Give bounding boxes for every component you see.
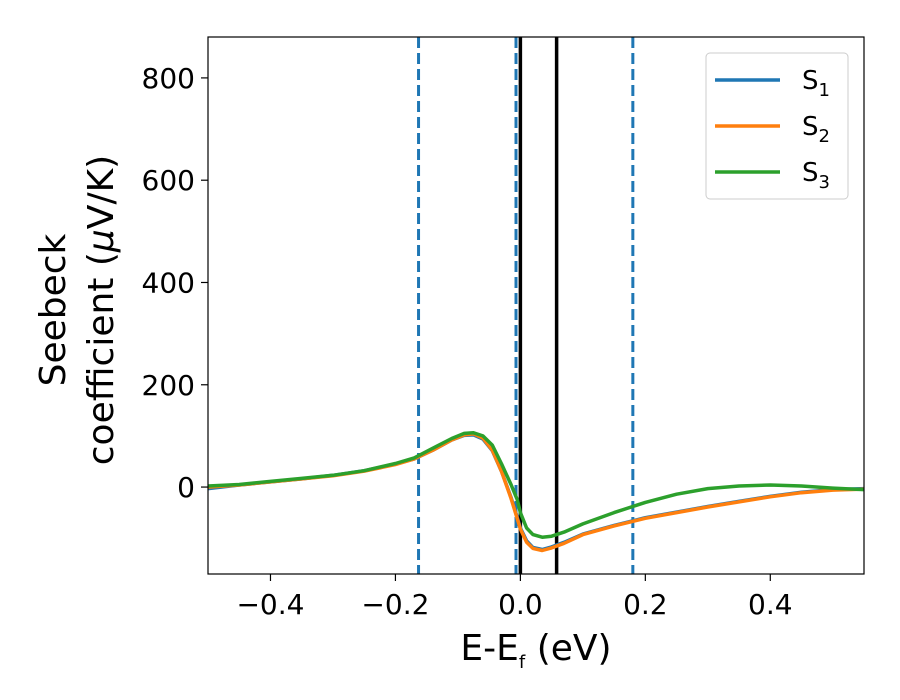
x-tick-label: −0.2 — [361, 588, 429, 621]
y-axis-title-line2: coefficient (μV/K) — [81, 155, 122, 465]
x-tick-label: 0.0 — [498, 588, 543, 621]
x-tick-label: −0.4 — [236, 588, 304, 621]
y-axis-title-line1: Seebeck — [33, 233, 74, 386]
legend-label-2: S2 — [802, 112, 830, 147]
legend: S1 S2 S3 — [705, 52, 849, 200]
x-axis: −0.4 −0.2 0.0 0.2 0.4 — [236, 574, 793, 621]
legend-label-1: S1 — [802, 66, 830, 101]
y-tick-label: 0 — [177, 471, 195, 504]
series-lines — [208, 431, 864, 553]
y-tick-label: 400 — [142, 266, 195, 299]
series-line-2 — [208, 432, 864, 553]
plot-frame — [207, 36, 865, 575]
y-axis: 0 200 400 600 800 — [142, 62, 208, 504]
x-tick-label: 0.4 — [748, 588, 793, 621]
reference-lines — [417, 37, 635, 574]
y-tick-label: 800 — [142, 62, 195, 95]
series-line-1 — [208, 433, 864, 552]
legend-label-3: S3 — [802, 158, 830, 193]
series-line-3 — [208, 431, 864, 539]
y-axis-title: Seebeck coefficient (μV/K) — [33, 155, 122, 465]
x-axis-title: E-Ef (eV) — [460, 628, 611, 673]
x-tick-label: 0.2 — [623, 588, 668, 621]
y-tick-label: 200 — [142, 369, 195, 402]
y-tick-label: 600 — [142, 164, 195, 197]
